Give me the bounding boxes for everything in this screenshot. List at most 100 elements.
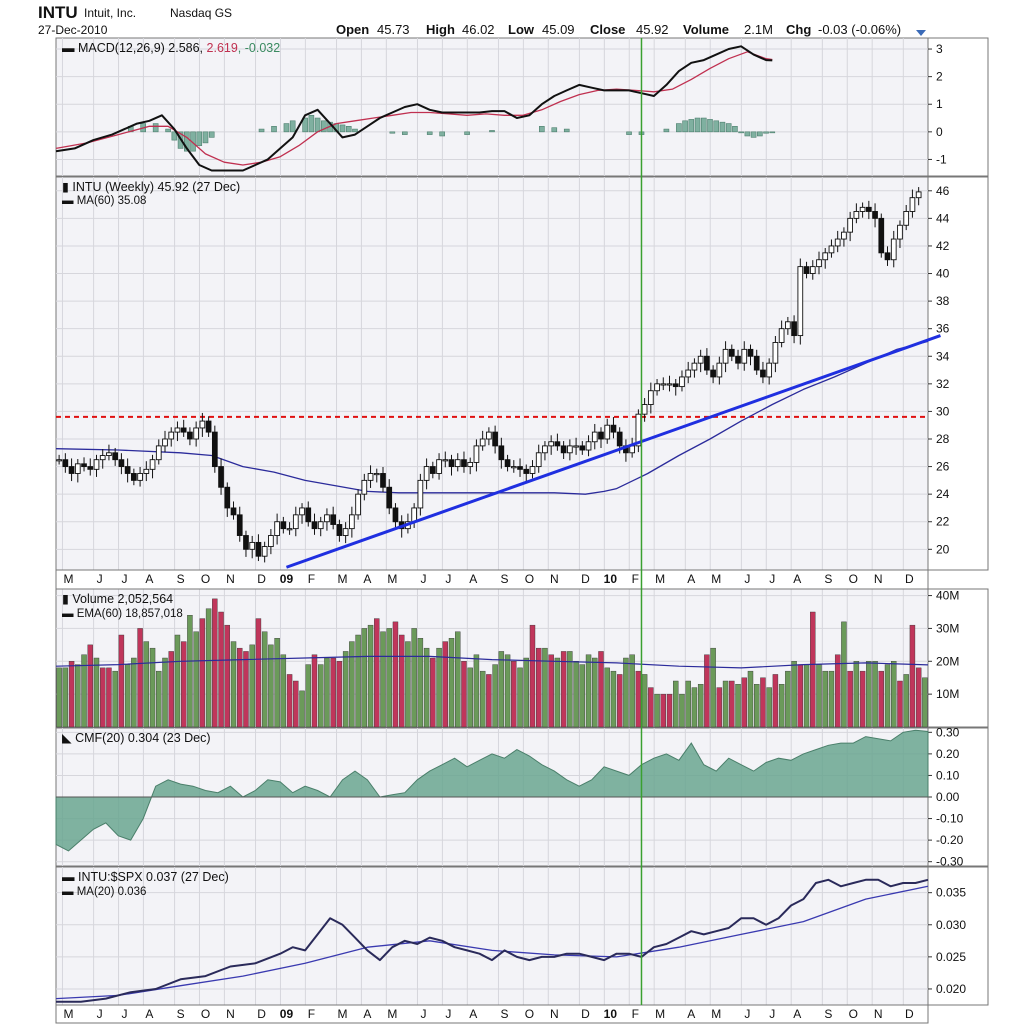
- volume-bar: [542, 647, 548, 728]
- x-tick-label: N: [874, 1007, 883, 1021]
- macd-histogram-bar: [732, 126, 738, 133]
- candle-body: [386, 486, 393, 509]
- volume-bar: [349, 641, 355, 728]
- x-tick-label: J: [97, 1007, 103, 1021]
- x-tick-label: A: [793, 572, 801, 586]
- candle-body: [517, 466, 523, 470]
- candle-body: [697, 355, 704, 364]
- x-tick-label: J: [122, 1007, 128, 1021]
- chevron-down-icon[interactable]: [916, 30, 926, 36]
- volume-bar: [679, 693, 685, 728]
- volume-bar: [648, 687, 654, 728]
- x-tick-label: M: [655, 1007, 665, 1021]
- candle-body: [454, 459, 461, 468]
- candle-body: [261, 546, 268, 557]
- x-tick-label: 10: [604, 1007, 618, 1021]
- candle-body: [349, 514, 355, 530]
- quote-date: 27-Dec-2010: [38, 23, 108, 37]
- volume-bar: [355, 634, 361, 728]
- x-tick-label: 10: [604, 572, 618, 586]
- macd-histogram-bar: [308, 114, 315, 133]
- volume-plot-area: [55, 588, 929, 728]
- volume-bar: [193, 631, 199, 728]
- candle-body: [187, 431, 193, 440]
- candle-body: [542, 445, 548, 454]
- candle-body: [180, 427, 187, 433]
- macd-histogram-bar: [682, 120, 688, 133]
- volume-bar: [922, 677, 928, 728]
- candle-body: [841, 231, 847, 240]
- y-tick-label: 0.10: [936, 768, 960, 782]
- macd-histogram-bar: [713, 120, 720, 133]
- x-tick-label: M: [655, 572, 665, 586]
- macd-histogram-bar: [184, 131, 190, 152]
- x-tick-label: N: [226, 572, 235, 586]
- volume-bar: [467, 667, 473, 728]
- macd-histogram-bar: [171, 131, 178, 141]
- x-tick-label: A: [145, 1007, 153, 1021]
- candle-body: [828, 245, 835, 254]
- volume-bar: [336, 661, 343, 728]
- x-tick-label: J: [744, 572, 750, 586]
- price-legend: ▮ INTU (Weekly) 45.92 (27 Dec): [62, 180, 240, 194]
- candle-body: [647, 390, 654, 405]
- macd-histogram-bar: [738, 131, 744, 134]
- candle-body: [448, 459, 455, 468]
- x-tick-label: S: [824, 572, 832, 586]
- y-tick-label: 46: [936, 184, 950, 198]
- volume-bar: [442, 641, 448, 728]
- macd-histogram-bar: [464, 131, 470, 135]
- macd-histogram-bar: [321, 120, 327, 133]
- macd-histogram-value: , -0.032: [238, 41, 280, 55]
- candle-body: [199, 420, 206, 429]
- volume-bar: [915, 667, 922, 728]
- macd-histogram-bar: [208, 131, 215, 138]
- x-tick-label: F: [308, 1007, 315, 1021]
- volume-bar: [75, 664, 81, 728]
- candle-body: [93, 459, 100, 470]
- macd-y-axis-area: [927, 37, 989, 177]
- volume-bar: [374, 618, 380, 728]
- candle-body: [903, 211, 910, 226]
- candle-body: [859, 206, 866, 212]
- candle-body: [853, 211, 860, 219]
- macd-plot-area: [55, 37, 929, 177]
- candle-body: [62, 459, 69, 468]
- macd-legend-value: ▬ MACD(12,26,9) 2.586,: [62, 41, 207, 55]
- candle-body: [897, 224, 903, 240]
- candle-body: [56, 459, 62, 462]
- candle-body: [567, 445, 573, 454]
- candle-body: [772, 342, 779, 364]
- volume-bar: [822, 670, 828, 728]
- volume-bar: [866, 661, 872, 728]
- y-tick-label: 0.035: [936, 886, 966, 900]
- volume-ema-legend: ▬ EMA(60) 18,857,018: [62, 608, 183, 620]
- volume-bar: [635, 670, 642, 728]
- open-label: Open: [336, 22, 369, 37]
- candle-body: [672, 383, 679, 388]
- candle-body: [878, 217, 885, 254]
- candle-body: [361, 479, 368, 495]
- stock-chart: INTU Intuit, Inc. Nasdaq GS 27-Dec-2010 …: [32, 0, 992, 1024]
- macd-histogram-bar: [258, 128, 265, 133]
- volume-bar: [498, 651, 505, 728]
- macd-histogram-bar: [551, 127, 558, 133]
- volume-bar: [180, 641, 187, 728]
- x-tick-label: M: [711, 572, 721, 586]
- low-label: Low: [508, 22, 535, 37]
- candle-body: [81, 463, 87, 468]
- volume-bar: [324, 657, 330, 728]
- volume-bar: [305, 664, 311, 728]
- x-tick-label: A: [363, 1007, 371, 1021]
- candle-body: [797, 266, 804, 337]
- candle-body: [87, 466, 94, 470]
- volume-bar: [666, 693, 673, 728]
- y-tick-label: 22: [936, 515, 950, 529]
- volume-bar: [405, 641, 411, 728]
- volume-bar: [573, 661, 579, 728]
- volume-bar: [280, 654, 287, 728]
- high-value: 46.02: [462, 22, 495, 37]
- volume-bar: [878, 670, 884, 728]
- volume-bar: [149, 647, 156, 728]
- volume-bar: [791, 661, 797, 728]
